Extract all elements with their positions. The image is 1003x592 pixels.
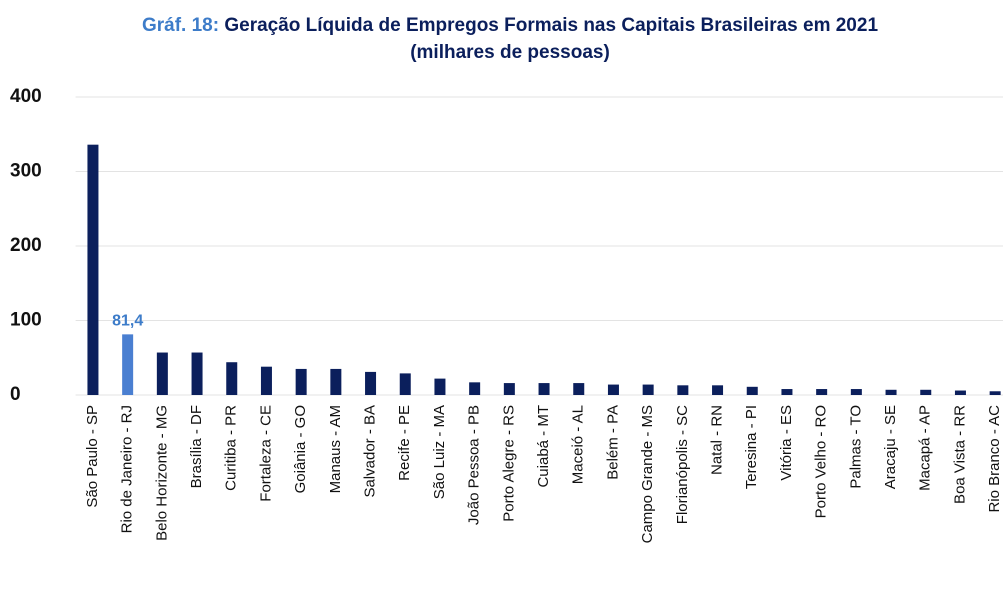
x-tick-label: Brasília - DF <box>188 405 205 488</box>
x-tick-label: Teresina - PI <box>743 405 760 489</box>
x-tick-label: Recife - PE <box>396 405 413 481</box>
bar <box>642 384 654 395</box>
bar <box>816 389 828 395</box>
x-tick-label: Belo Horizonte - MG <box>153 405 170 541</box>
x-tick-label: Boa Vista - RR <box>951 405 968 504</box>
bar <box>226 362 238 395</box>
bar <box>954 390 966 395</box>
x-tick-label: Macapá - AP <box>917 405 934 491</box>
bar <box>434 378 446 395</box>
bar <box>781 389 793 395</box>
x-tick-label: Manaus - AM <box>327 405 344 493</box>
bar <box>850 389 862 395</box>
bar <box>607 384 619 395</box>
bar <box>885 389 897 395</box>
bar <box>746 386 758 395</box>
bar <box>330 368 342 395</box>
bar <box>573 383 585 395</box>
x-tick-label: Belém - PA <box>604 405 621 480</box>
bar <box>469 382 481 395</box>
bar <box>156 352 168 395</box>
x-tick-label: Salvador - BA <box>362 405 379 498</box>
y-tick-label: 300 <box>10 161 42 182</box>
bar <box>295 368 307 395</box>
x-tick-label: Rio de Janeiro - RJ <box>119 405 136 533</box>
x-tick-label: Natal - RN <box>709 405 726 475</box>
x-tick-label: Fortaleza - CE <box>257 405 274 502</box>
x-tick-label: Maceió - AL <box>570 405 587 484</box>
bar <box>920 389 932 395</box>
x-tick-label: João Pessoa - PB <box>466 405 483 525</box>
y-tick-label: 100 <box>10 310 42 331</box>
bar <box>365 371 377 395</box>
x-tick-label: Goiânia - GO <box>292 405 309 493</box>
x-tick-label: Vitória - ES <box>778 405 795 481</box>
bar <box>677 385 689 395</box>
bar <box>503 383 515 395</box>
x-tick-label: São Paulo - SP <box>84 405 101 508</box>
x-tick-label: Palmas - TO <box>847 405 864 489</box>
bar <box>712 385 724 395</box>
x-tick-label: Rio Branco - AC <box>986 405 1003 513</box>
bar <box>191 352 203 395</box>
x-tick-label: Curitiba - PR <box>223 405 240 491</box>
bar <box>87 144 99 395</box>
x-tick-label: Porto Alegre - RS <box>500 405 517 522</box>
y-tick-label: 200 <box>10 235 42 256</box>
chart-title: Gráf. 18: Geração Líquida de Empregos Fo… <box>100 12 920 66</box>
title-label: Gráf. 18: <box>141 15 220 36</box>
x-tick-label: Campo Grande - MS <box>639 405 656 543</box>
x-tick-label: Porto Velho - RO <box>813 405 830 518</box>
value-label: 81,4 <box>112 312 143 329</box>
x-tick-label: Aracaju - SE <box>882 405 899 489</box>
y-tick-label: 400 <box>10 86 42 107</box>
x-tick-label: Florianópolis - SC <box>674 405 691 524</box>
bar <box>538 383 550 395</box>
y-tick-label: 0 <box>10 384 21 405</box>
bar <box>399 373 411 395</box>
bar <box>122 334 134 395</box>
x-tick-label: São Luiz - MA <box>431 405 448 499</box>
bar <box>260 366 272 395</box>
title-text: Geração Líquida de Empregos Formais nas … <box>224 15 879 63</box>
x-tick-label: Cuiabá - MT <box>535 405 552 488</box>
bar <box>989 391 1001 395</box>
